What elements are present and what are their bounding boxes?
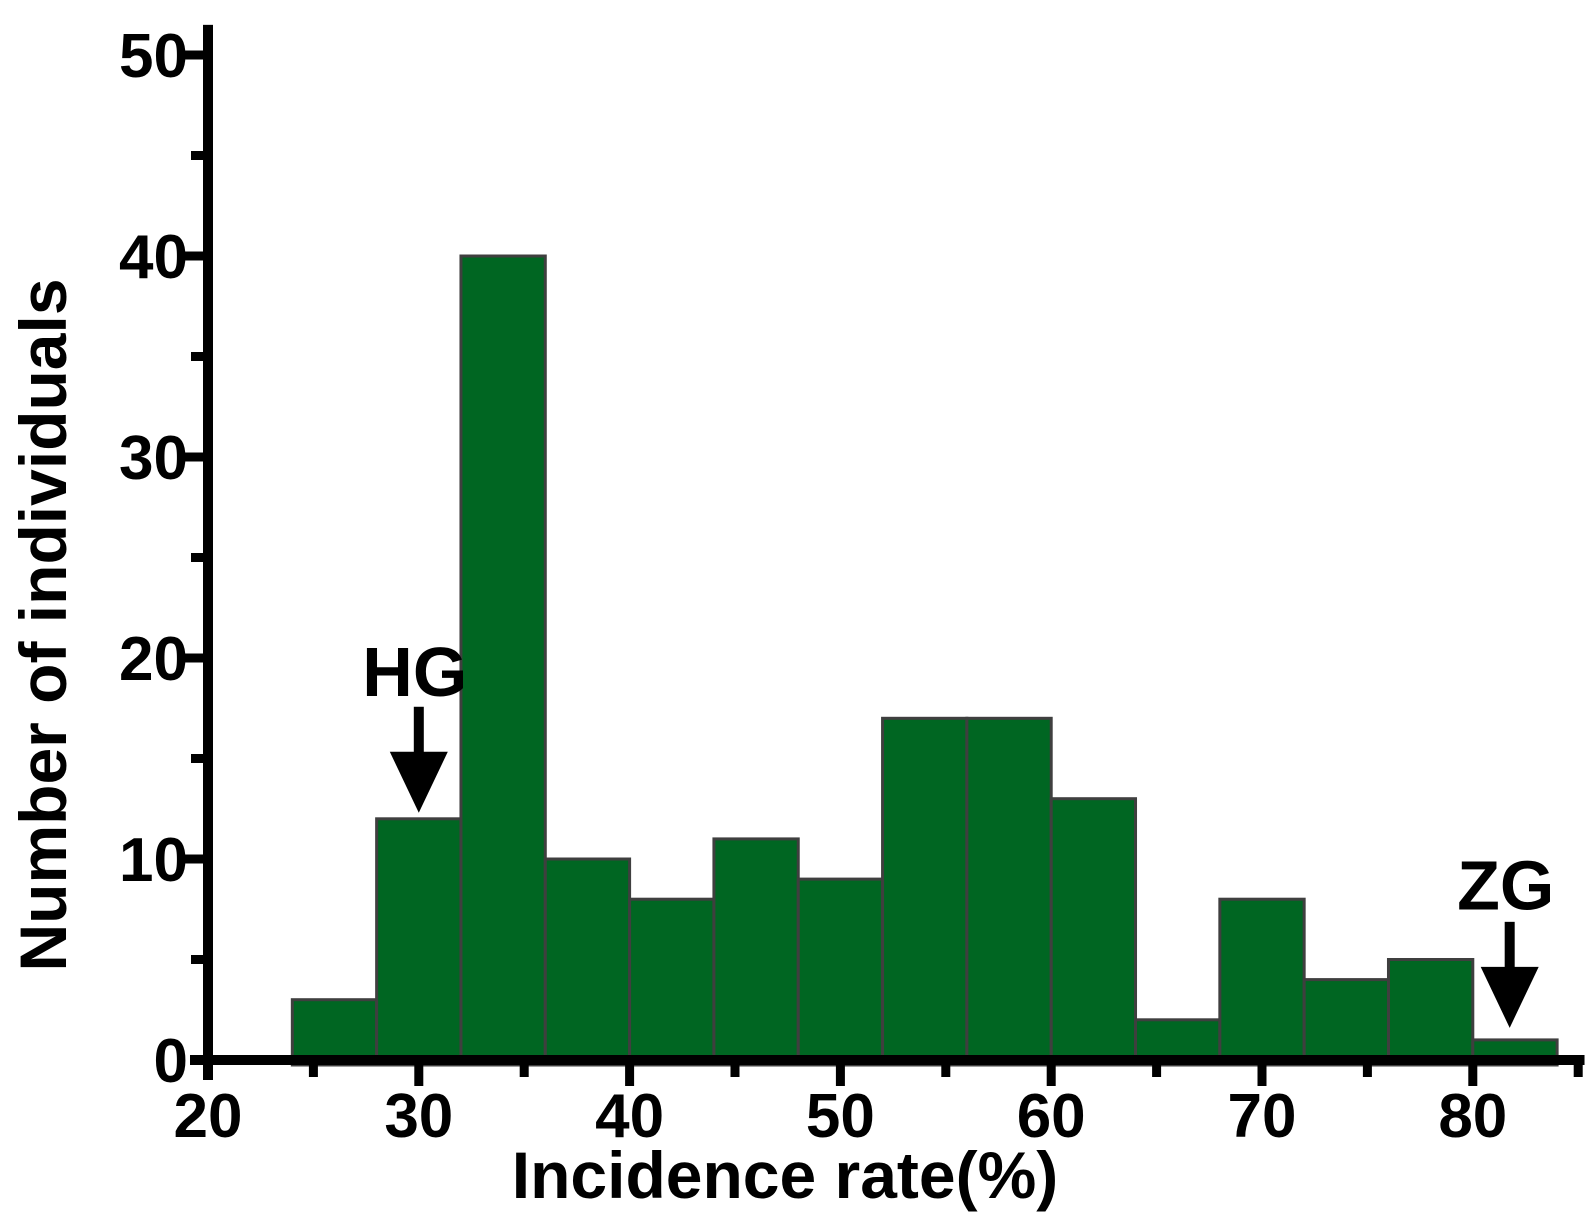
- x-axis-major-tick: [1046, 1065, 1056, 1086]
- annotation-arrow-head: [1480, 966, 1539, 1028]
- x-axis-title: Incidence rate(%): [512, 1138, 1059, 1212]
- y-tick-label: 20: [119, 625, 188, 694]
- y-tick-label: 10: [119, 826, 188, 895]
- y-axis-major-tick: [182, 653, 203, 663]
- x-tick-label: 50: [806, 1082, 875, 1151]
- annotation-arrow-shaft: [413, 706, 424, 756]
- histogram-bar: [543, 857, 632, 1067]
- y-tick-label: 0: [154, 1027, 188, 1096]
- y-axis-minor-tick: [191, 352, 203, 361]
- y-axis-major-tick: [182, 452, 203, 462]
- x-tick-label: 30: [384, 1082, 453, 1151]
- y-tick-label: 40: [119, 223, 188, 292]
- axes-group: [190, 24, 1585, 1081]
- y-tick-label: 50: [119, 22, 188, 91]
- annotation-label: HG: [362, 633, 467, 711]
- histogram-bar: [628, 897, 716, 1067]
- x-axis-major-tick: [414, 1065, 424, 1086]
- y-axis-major-tick: [182, 251, 203, 261]
- annotation-arrow-head: [389, 751, 448, 813]
- histogram-bar: [459, 254, 547, 1067]
- x-axis-major-tick: [1257, 1065, 1267, 1086]
- x-axis-minor-tick: [1362, 1065, 1372, 1077]
- x-axis-minor-tick: [1573, 1065, 1583, 1077]
- x-axis-minor-tick: [730, 1065, 740, 1077]
- x-axis-line: [190, 1055, 1585, 1065]
- x-tick-label: 70: [1228, 1082, 1297, 1151]
- x-tick-label: 40: [595, 1082, 664, 1151]
- x-axis-minor-tick: [941, 1065, 951, 1077]
- y-axis-minor-tick: [191, 553, 203, 562]
- histogram-bar: [1386, 958, 1475, 1067]
- x-axis-minor-tick: [519, 1065, 529, 1077]
- histogram-bar: [1302, 978, 1390, 1067]
- x-axis-minor-tick: [308, 1065, 318, 1077]
- x-tick-label: 80: [1438, 1082, 1507, 1151]
- y-axis-major-tick: [182, 50, 203, 60]
- histogram-bar: [712, 837, 800, 1067]
- x-axis-minor-tick: [1152, 1065, 1162, 1077]
- tick-labels-group: 20 30 40 50 60 70 80 0 10 20 30 40 50: [119, 22, 1507, 1151]
- y-axis-title: Number of individuals: [6, 278, 80, 971]
- y-axis-minor-tick: [191, 754, 203, 763]
- annotations-group: HG ZG: [362, 633, 1554, 1028]
- y-axis-minor-tick: [191, 955, 203, 964]
- histogram-bar: [881, 716, 969, 1067]
- x-axis-major-tick: [1468, 1065, 1478, 1086]
- x-tick-label: 60: [1017, 1082, 1086, 1151]
- x-tick-label: 20: [174, 1082, 243, 1151]
- ticks-group: [182, 50, 1583, 1086]
- y-axis-major-tick: [182, 854, 203, 864]
- x-axis-major-tick: [625, 1065, 635, 1086]
- annotation-arrow-shaft: [1504, 921, 1515, 971]
- histogram-bar: [1218, 897, 1306, 1067]
- y-axis-minor-tick: [191, 151, 203, 160]
- x-axis-major-tick: [835, 1065, 845, 1086]
- y-tick-label: 30: [119, 424, 188, 493]
- histogram-bar: [796, 877, 885, 1067]
- histogram-bar: [965, 716, 1053, 1067]
- bars-group: [290, 254, 1559, 1067]
- histogram-bar: [375, 817, 463, 1067]
- y-axis-line: [203, 24, 213, 1081]
- histogram-bar: [1049, 797, 1138, 1067]
- annotation-label: ZG: [1457, 846, 1554, 924]
